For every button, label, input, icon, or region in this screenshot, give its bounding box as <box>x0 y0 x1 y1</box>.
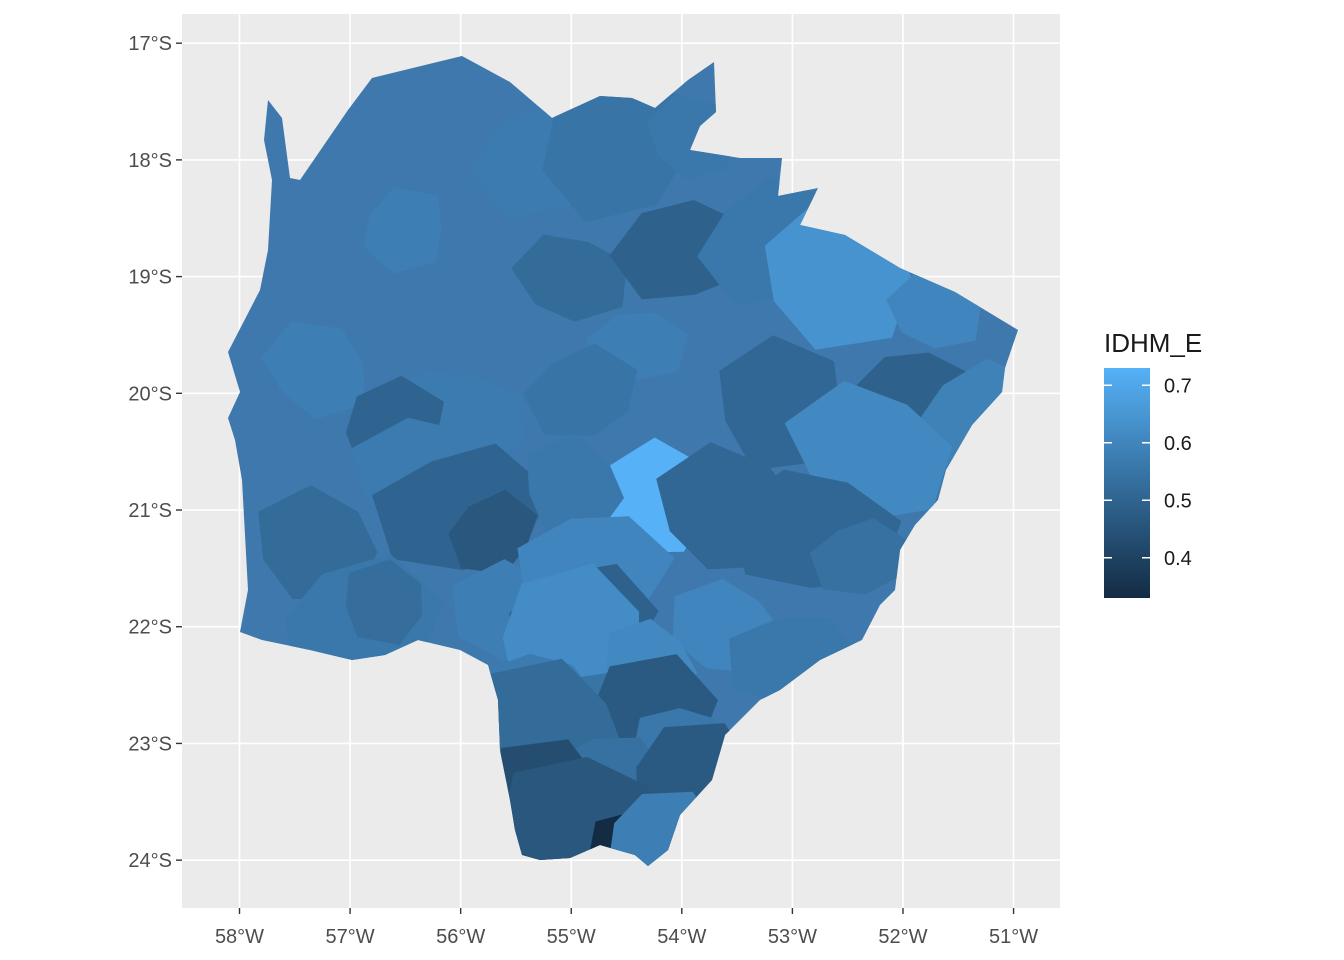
x-tick-label: 56°W <box>436 926 485 948</box>
municipality-region <box>809 518 909 595</box>
x-tick-label: 54°W <box>657 926 706 948</box>
legend-tick-label: 0.5 <box>1164 490 1192 512</box>
y-tick-label: 23°S <box>128 733 172 755</box>
legend-title: IDHM_E <box>1104 328 1202 358</box>
y-tick-label: 18°S <box>128 150 172 172</box>
municipality-region <box>364 187 442 274</box>
x-tick-label: 55°W <box>547 926 596 948</box>
x-axis: 58°W 57°W 56°W 55°W 54°W 53°W 52°W 51°W <box>215 908 1038 948</box>
legend-colorbar <box>1104 368 1150 598</box>
y-axis: 17°S 18°S 19°S 20°S 21°S 22°S 23°S 24°S <box>128 33 182 872</box>
municipality-region <box>261 321 365 420</box>
municipality-region <box>527 433 624 536</box>
y-tick-label: 24°S <box>128 850 172 872</box>
x-tick-label: 58°W <box>215 926 264 948</box>
y-tick-label: 20°S <box>128 383 172 405</box>
legend-tick-label: 0.7 <box>1164 375 1192 397</box>
municipality-region <box>511 234 628 322</box>
municipality-region <box>542 72 687 223</box>
y-tick-label: 22°S <box>128 617 172 639</box>
x-tick-label: 51°W <box>989 926 1038 948</box>
legend: IDHM_E 0.7 0.6 0.5 0.4 <box>1104 328 1202 598</box>
x-tick-label: 57°W <box>326 926 375 948</box>
legend-tick-label: 0.4 <box>1164 548 1192 570</box>
x-tick-label: 52°W <box>878 926 927 948</box>
y-tick-label: 17°S <box>128 33 172 55</box>
y-tick-label: 21°S <box>128 500 172 522</box>
legend-tick-label: 0.6 <box>1164 433 1192 455</box>
municipality-region <box>345 559 423 645</box>
municipality-region <box>522 343 638 436</box>
municipality-region <box>448 489 538 574</box>
y-tick-label: 19°S <box>128 267 172 289</box>
x-tick-label: 53°W <box>768 926 817 948</box>
